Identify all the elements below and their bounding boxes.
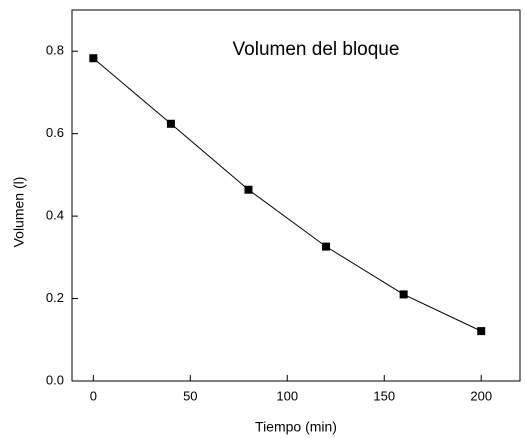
x-axis-label: Tiempo (min) xyxy=(255,419,337,435)
series-line xyxy=(93,57,482,332)
annotation: Volumen del bloque xyxy=(233,39,400,60)
y-axis-label: Volumen (l) xyxy=(11,177,27,248)
data-point xyxy=(399,290,408,299)
x-tick-label: 150 xyxy=(373,388,395,403)
plot-frame xyxy=(71,9,521,382)
y-tick-label: 0.0 xyxy=(46,372,64,387)
data-point xyxy=(244,185,253,194)
y-tick-label: 0.4 xyxy=(46,208,64,223)
x-tick-label: 0 xyxy=(90,388,97,403)
data-point xyxy=(322,242,331,251)
x-tick-label: 200 xyxy=(470,388,492,403)
data-point xyxy=(89,54,98,63)
x-tick-label: 50 xyxy=(183,388,197,403)
data-point xyxy=(477,327,486,336)
y-tick-label: 0.8 xyxy=(46,43,64,58)
y-tick-label: 0.6 xyxy=(46,125,64,140)
data-point xyxy=(166,119,175,128)
x-tick-label: 100 xyxy=(276,388,298,403)
y-tick-label: 0.2 xyxy=(46,290,64,305)
